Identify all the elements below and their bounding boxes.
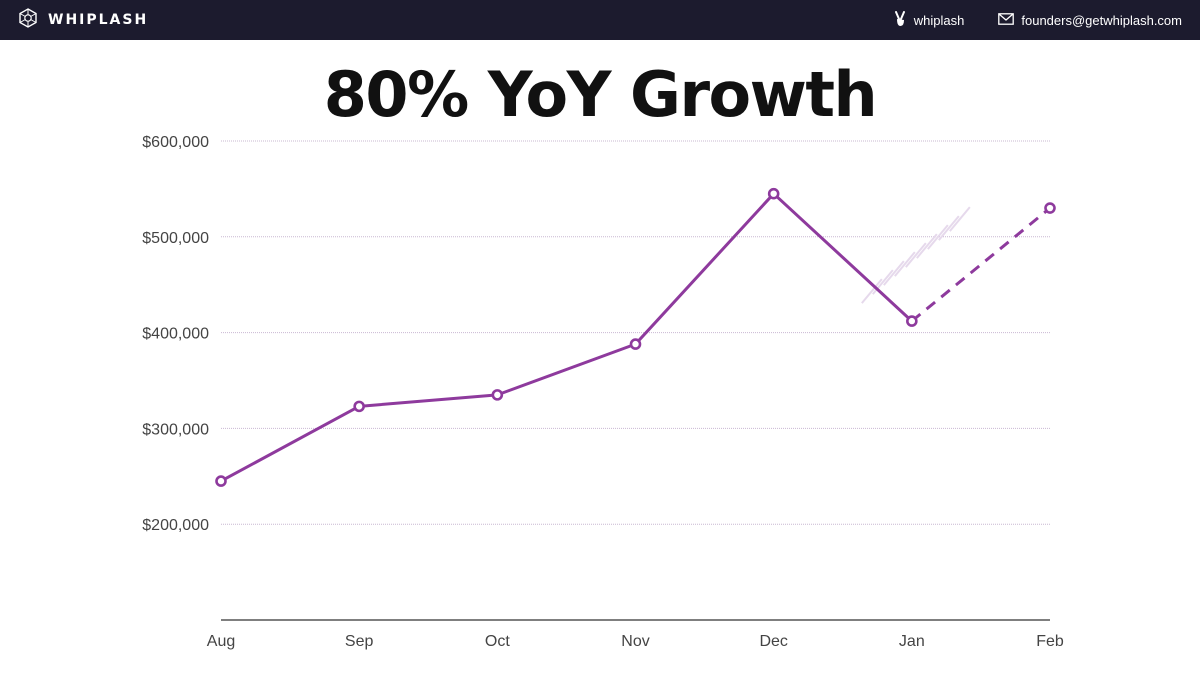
data-point xyxy=(353,400,365,413)
projection-hatch xyxy=(949,206,971,232)
y-tick-label: $500,000 xyxy=(142,230,209,247)
line-segment xyxy=(634,192,776,346)
whiplash-logo-icon xyxy=(18,7,38,33)
x-tick-label: Jan xyxy=(899,633,925,650)
email-link[interactable]: founders@getwhiplash.com xyxy=(998,13,1182,28)
data-point xyxy=(906,315,918,327)
email-text: founders@getwhiplash.com xyxy=(1021,12,1182,28)
data-point xyxy=(215,475,227,487)
data-point xyxy=(491,389,504,401)
top-bar: WHIPLASH whiplash founders@getwhiplash.c… xyxy=(0,0,1200,40)
data-point xyxy=(629,338,642,350)
chart-title: 80% YoY Growth xyxy=(323,58,878,131)
projection-hatch xyxy=(861,278,883,304)
projection-hatch xyxy=(883,260,905,286)
brand-name: WHIPLASH xyxy=(48,12,149,28)
x-tick-label: Dec xyxy=(759,633,787,650)
y-tick-label: $400,000 xyxy=(142,326,209,343)
x-tick-label: Oct xyxy=(485,633,510,650)
y-tick-label: $200,000 xyxy=(142,517,209,534)
twitter-handle-link[interactable]: whiplash xyxy=(893,10,965,30)
line-segment xyxy=(357,393,499,408)
projection-hatch xyxy=(905,242,927,268)
data-point xyxy=(1044,202,1056,214)
projected-line-segment xyxy=(910,206,1051,323)
x-tick-label: Feb xyxy=(1036,633,1064,650)
envelope-icon xyxy=(998,12,1015,28)
projection-hatch xyxy=(916,233,938,259)
data-point xyxy=(767,187,780,200)
handle-text: whiplash xyxy=(913,12,965,28)
y-tick-label: $600,000 xyxy=(142,134,209,151)
x-tick-label: Aug xyxy=(207,633,235,650)
brand[interactable]: WHIPLASH xyxy=(18,7,149,33)
x-tick-label: Nov xyxy=(621,633,649,650)
line-segment xyxy=(219,404,361,483)
projection-hatch xyxy=(894,251,916,277)
projection-hatch xyxy=(938,215,960,241)
projection-hatch xyxy=(872,269,894,295)
y-tick-label: $300,000 xyxy=(142,421,209,438)
projection-hatch xyxy=(927,224,949,250)
x-tick-label: Sep xyxy=(345,633,374,650)
line-segment xyxy=(495,342,637,397)
peace-hand-icon xyxy=(893,10,907,30)
line-segment xyxy=(772,192,914,323)
